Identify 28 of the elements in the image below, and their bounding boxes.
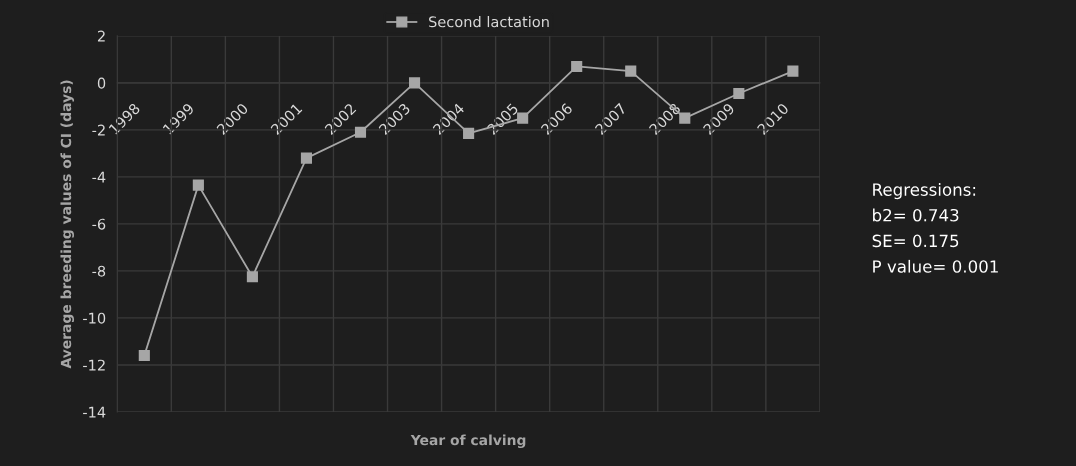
point [733, 87, 745, 100]
y-tick-label: -2 [92, 124, 105, 136]
point [571, 60, 583, 72]
y-tick-label: 2 [97, 30, 105, 42]
point [679, 112, 691, 124]
point [463, 127, 475, 139]
point [300, 152, 313, 164]
text: P value= 0.001 [873, 259, 998, 273]
y-axis-title: Average breeding values of CI (days) [60, 80, 75, 369]
text: SE= 0.175 [872, 234, 959, 248]
text: Regressions: [873, 182, 976, 200]
x-axis-title: Year of calving [410, 434, 526, 449]
y-tick-label: -8 [92, 265, 106, 277]
y-tick-label: -4 [92, 171, 106, 183]
y-tick-label: -6 [92, 218, 106, 230]
text: b2= 0.743 [873, 208, 959, 222]
point [517, 112, 529, 124]
y-tick-label: -14 [83, 406, 106, 418]
point [625, 65, 637, 77]
y-tick-label: -12 [83, 359, 105, 371]
y-tick-label: 0 [97, 77, 106, 89]
point [246, 271, 258, 283]
legend-label: Second lactation [429, 16, 549, 28]
point [408, 77, 421, 89]
point [787, 65, 799, 77]
point [138, 349, 150, 362]
point [192, 179, 204, 191]
y-tick-label: -10 [83, 312, 106, 324]
